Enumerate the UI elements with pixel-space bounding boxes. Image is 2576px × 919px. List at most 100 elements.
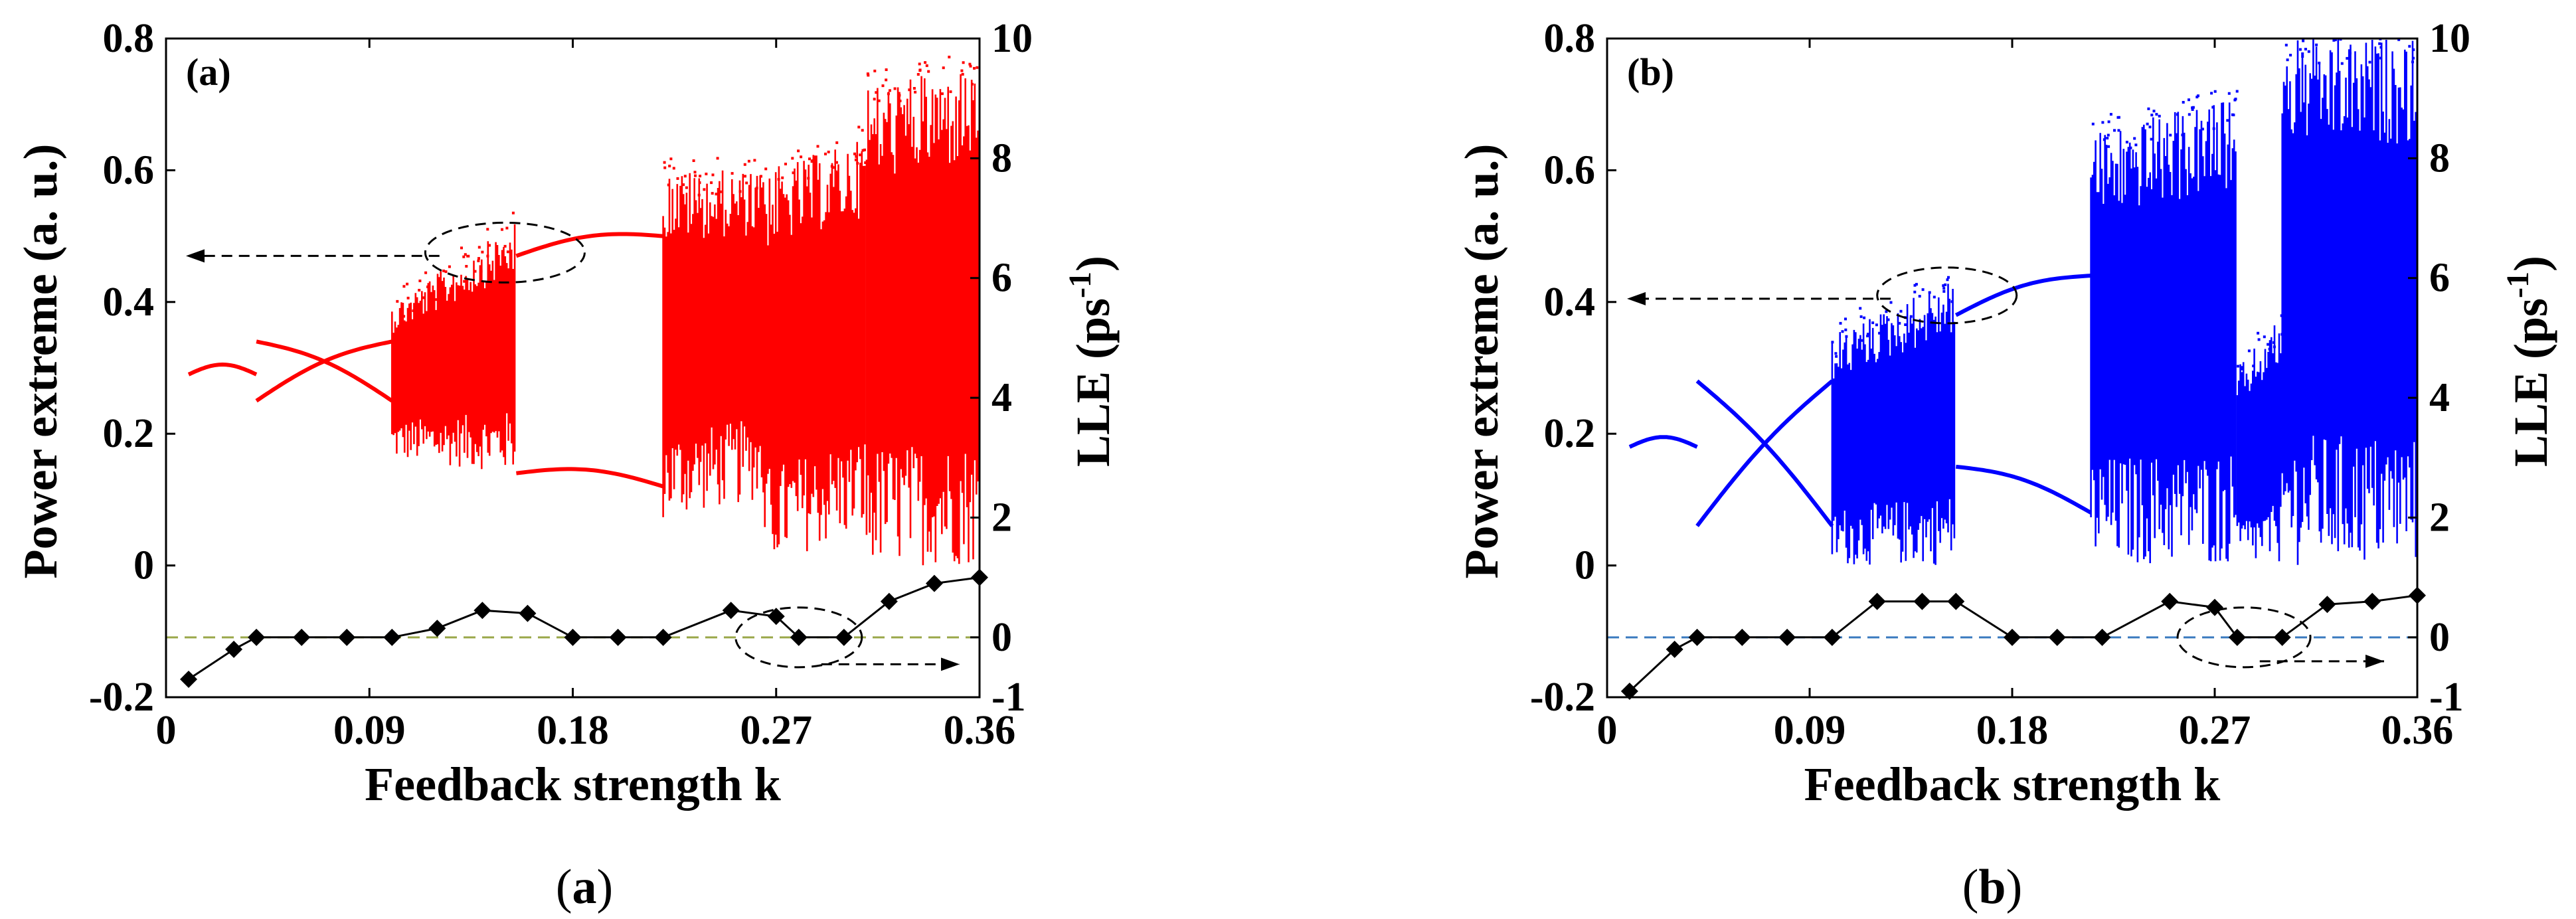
chart-b-panel-label: (b) bbox=[1627, 50, 1674, 94]
chart-b-ytick-left-label: 0.8 bbox=[1544, 16, 1596, 61]
chart-b-annotations bbox=[1630, 266, 2384, 669]
chart-b-lle-point bbox=[2206, 598, 2223, 616]
chart-a-ytick-right-label: 6 bbox=[991, 256, 1012, 301]
chart-a-panel-label: (a) bbox=[186, 50, 231, 94]
chart-b-branch-line bbox=[1695, 379, 1834, 527]
chart-a-lle-point bbox=[880, 592, 898, 610]
caption-b: (b) bbox=[1962, 860, 2022, 914]
chart-b-ytick-right-label: 10 bbox=[2429, 16, 2470, 61]
chart-a-ytick-right-label: -1 bbox=[991, 675, 1026, 720]
chart-a-lle-point bbox=[225, 640, 243, 658]
chart-b-lle-point bbox=[1620, 682, 1638, 700]
chart-a-lle-point bbox=[180, 670, 198, 688]
chart-a-lle-point bbox=[383, 628, 401, 646]
chart-b-ylabel-right-base: LLE (ps bbox=[2504, 298, 2557, 467]
chart-a-bifurcation-region-3 bbox=[391, 211, 516, 469]
chart-a-ytick-right-label: 4 bbox=[991, 375, 1012, 420]
chart-b-xtick-label: 0 bbox=[1597, 708, 1618, 753]
chart-b-ytick-left-label: 0.2 bbox=[1544, 411, 1596, 456]
caption-a: (a) bbox=[556, 860, 613, 914]
chart-a-ytick-left-label: 0.8 bbox=[103, 16, 155, 61]
chart-b-chaos-streaks bbox=[2236, 325, 2282, 562]
chart-b-bifurcation-region-7 bbox=[2236, 314, 2284, 562]
chart-a-ytick-right-label: 8 bbox=[991, 135, 1012, 181]
chart-b-ytick-right-label: 0 bbox=[2429, 615, 2450, 660]
chart-a-ellipse-lle bbox=[734, 606, 863, 669]
chart-b-lle-point bbox=[2228, 628, 2246, 646]
chart-a-ytick-left-label: 0 bbox=[133, 543, 154, 588]
chart-a-chaos-streaks bbox=[662, 170, 764, 517]
chart-b-lle-point bbox=[1778, 628, 1796, 646]
chart-b-lle-point bbox=[1823, 628, 1841, 646]
chart-a-bifurcation-region-2 bbox=[255, 339, 392, 403]
chart-a-annotations bbox=[189, 221, 960, 669]
chart-a-ytick-right-label: 2 bbox=[991, 495, 1012, 540]
chart-b-branch-line bbox=[1628, 435, 1698, 449]
chart-a-xtick-label: 0.18 bbox=[537, 708, 609, 753]
chart-a-lle-point bbox=[654, 628, 672, 646]
chart-b-lle-point bbox=[2161, 592, 2179, 610]
chart-b-ytick-right-label: 6 bbox=[2429, 256, 2450, 301]
chart-b-bifurcation-region-1 bbox=[1695, 379, 1834, 527]
chart-b-ellipse-bif bbox=[1876, 266, 2018, 325]
chart-b-branch-line bbox=[1954, 274, 2091, 317]
chart-b-ylabel-left: Power extreme (a. u.) bbox=[1455, 143, 1508, 578]
chart-b-bifurcation-region-6 bbox=[2090, 90, 2239, 564]
chart-a-lle-point bbox=[609, 628, 627, 646]
chart-b-ytick-left-label: -0.2 bbox=[1530, 675, 1595, 720]
chart-a-ylabel-right: LLE (ps-1) bbox=[1063, 256, 1120, 467]
chart-b-lle-point bbox=[2318, 596, 2336, 614]
chart-a-arrowhead-right bbox=[941, 657, 960, 671]
chart-a-branch-line bbox=[516, 467, 664, 489]
chart-a-lle-point bbox=[428, 620, 446, 637]
chart-a-lle-point bbox=[293, 628, 311, 646]
chart-a-xtick-label: 0.09 bbox=[333, 708, 406, 753]
chart-a-lle-point bbox=[835, 628, 853, 646]
chart-b: 0 0.09 0.18 0.27 0.36-0.200.20.40.60.8-10246… bbox=[1455, 16, 2557, 811]
chart-b-lle-point bbox=[1868, 592, 1886, 610]
chart-b-lle-point bbox=[1733, 628, 1751, 646]
chart-a-branch-line bbox=[256, 339, 393, 403]
chart-a-ytick-left-label: 0.6 bbox=[103, 147, 155, 193]
chart-b-branch-line bbox=[1695, 379, 1834, 527]
chart-a-ylabel-left: Power extreme (a. u.) bbox=[14, 143, 67, 578]
chart-a-bifurcation-region-5 bbox=[516, 467, 664, 489]
chart-a-xlabel: Feedback strength k bbox=[365, 758, 781, 811]
chart-b-ylabel-right: LLE (ps-1) bbox=[2500, 256, 2557, 467]
chart-b-lle-point bbox=[1913, 592, 1931, 610]
chart-b-bifurcation-region-4 bbox=[1954, 274, 2091, 317]
chart-a-xtick-label: 0.36 bbox=[944, 708, 1016, 753]
chart-b-ytick-right-label: 2 bbox=[2429, 495, 2450, 540]
chart-a-branch-line bbox=[255, 339, 392, 403]
chart-a-bifurcation-cloud bbox=[187, 55, 979, 566]
chart-a-ytick-left-label: 0.4 bbox=[103, 280, 155, 325]
chart-b-bifurcation-region-3 bbox=[1831, 276, 1956, 565]
chart-b-chaos-dots bbox=[2284, 39, 2415, 65]
chart-b-chaos-dots bbox=[2237, 314, 2284, 371]
chart-b-ytick-left-label: 0.6 bbox=[1544, 147, 1596, 193]
chart-b-xtick-label: 0.09 bbox=[1774, 708, 1846, 753]
chart-b-lle-point bbox=[2093, 628, 2111, 646]
chart-b-branch-line bbox=[1955, 464, 2093, 515]
chart-b-ytick-right-label: 8 bbox=[2429, 135, 2450, 181]
chart-a-chaos-streaks bbox=[865, 74, 979, 566]
chart-b-ytick-right-label: -1 bbox=[2429, 675, 2464, 720]
chart-a-arrowhead-left bbox=[186, 249, 205, 263]
chart-a-ytick-left-label: 0.2 bbox=[103, 411, 155, 456]
chart-a-ylabel-right-exp: -1 bbox=[1063, 272, 1098, 298]
chart-a-chaos-streaks bbox=[764, 141, 866, 552]
chart-b-lle-point bbox=[1688, 628, 1706, 646]
chart-b-lle-point bbox=[2363, 592, 2381, 610]
chart-a-lle-point bbox=[519, 604, 537, 622]
chart-a-bifurcation-region-0 bbox=[187, 362, 258, 376]
chart-b-bifurcation-region-2 bbox=[1695, 379, 1834, 527]
chart-b-xtick-label: 0.27 bbox=[2179, 708, 2251, 753]
chart-b-lle-point bbox=[1947, 592, 1965, 610]
chart-b-chaos-streaks bbox=[2090, 102, 2237, 564]
chart-a-bifurcation-region-1 bbox=[256, 339, 393, 403]
chart-a-xtick-label: 0 bbox=[156, 708, 177, 753]
chart-a-lle-point bbox=[767, 608, 785, 626]
chart-a-branch-line bbox=[515, 232, 663, 258]
chart-b-xlabel: Feedback strength k bbox=[1804, 758, 2221, 811]
